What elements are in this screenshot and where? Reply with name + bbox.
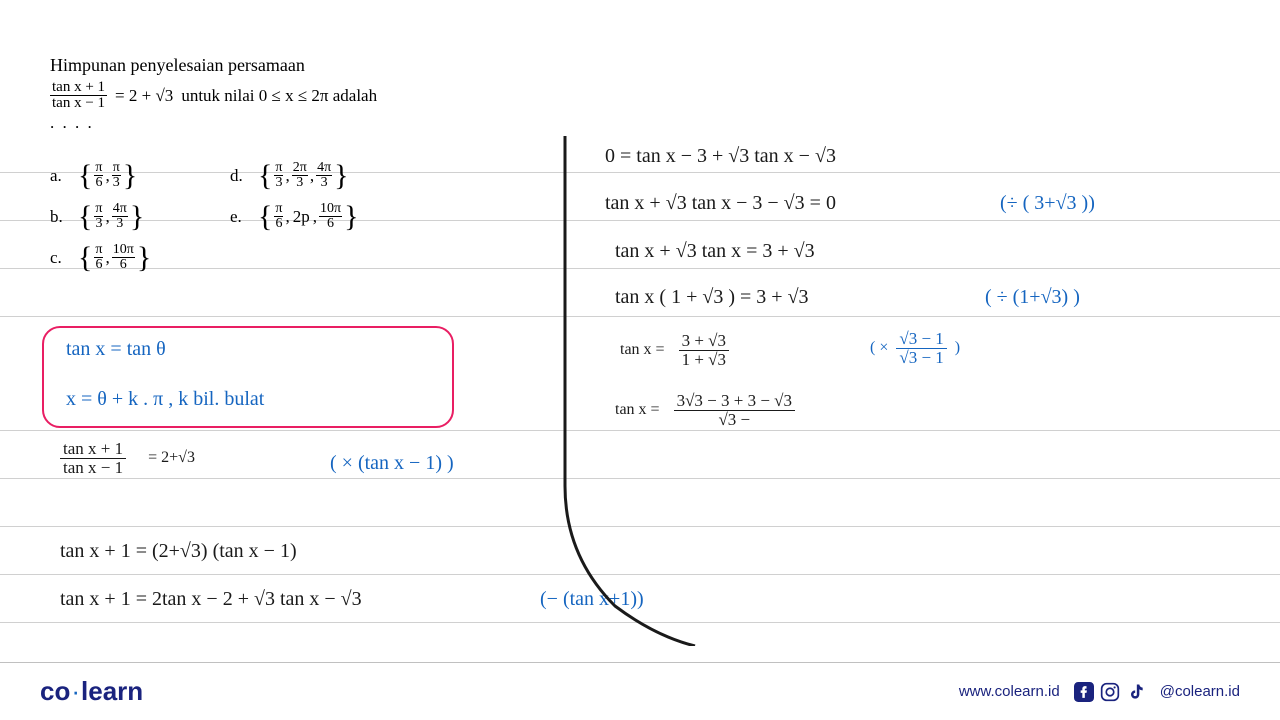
- question-dots: . . . .: [50, 113, 530, 133]
- right-line-2: tan x + √3 tan x − 3 − √3 = 0: [605, 192, 836, 215]
- right-line-5: tan x = 3 + √31 + √3: [620, 332, 729, 369]
- question-equation: tan x + 1 tan x − 1 = 2 + √3 untuk nilai…: [50, 80, 530, 111]
- option-c: c. { π6, 10π6 }: [50, 243, 230, 272]
- question-title: Himpunan penyelesaian persamaan: [50, 55, 530, 76]
- formula-line-1: tan x = tan θ: [66, 338, 166, 361]
- tiktok-icon: [1126, 682, 1146, 702]
- logo: co·learn: [40, 676, 143, 707]
- work-fraction: tan x + 1tan x − 1 = 2+√3: [60, 440, 195, 477]
- formula-line-2: x = θ + k . π , k bil. bulat: [66, 388, 264, 411]
- right-line-1: 0 = tan x − 3 + √3 tan x − √3: [605, 145, 836, 168]
- work-note-1: ( × (tan x − 1) ): [330, 452, 454, 475]
- facebook-icon: [1074, 682, 1094, 702]
- footer-handle: @colearn.id: [1160, 683, 1240, 700]
- social-icons: [1074, 682, 1146, 702]
- right-note-4: ( ÷ (1+√3) ): [985, 286, 1080, 309]
- right-line-6: tan x = 3√3 − 3 + 3 − √3√3 −: [615, 392, 795, 429]
- instagram-icon: [1100, 682, 1120, 702]
- work-note-3: (− (tan x+1)): [540, 588, 644, 611]
- right-note-2: (÷ ( 3+√3 )): [1000, 192, 1095, 215]
- option-e: e. { π6, 2p, 10π6 }: [230, 202, 490, 231]
- footer-url: www.colearn.id: [959, 683, 1060, 700]
- right-note-5: ( × √3 − 1√3 − 1 ): [870, 330, 960, 367]
- option-a: a. { π6, π3 }: [50, 161, 230, 190]
- options-grid: a. { π6, π3 } d. { π3, 2π3, 4π3 } b. { π…: [50, 161, 530, 272]
- work-line-3: tan x + 1 = 2tan x − 2 + √3 tan x − √3: [60, 588, 362, 611]
- right-line-4: tan x ( 1 + √3 ) = 3 + √3: [615, 286, 809, 309]
- work-line-2: tan x + 1 = (2+√3) (tan x − 1): [60, 540, 297, 563]
- option-d: d. { π3, 2π3, 4π3 }: [230, 161, 490, 190]
- footer: co·learn www.colearn.id @colearn.id: [0, 662, 1280, 720]
- option-b: b. { π3, 4π3 }: [50, 202, 230, 231]
- right-line-3: tan x + √3 tan x = 3 + √3: [615, 240, 815, 263]
- question-block: Himpunan penyelesaian persamaan tan x + …: [50, 55, 530, 272]
